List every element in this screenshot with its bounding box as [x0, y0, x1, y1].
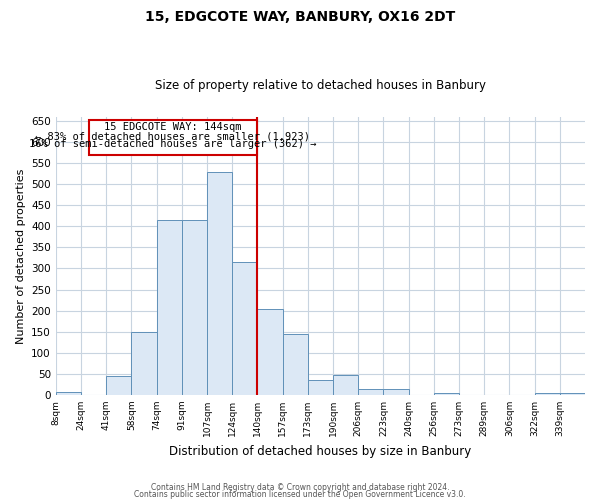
Bar [358, 388, 383, 395]
Bar [157, 220, 182, 395]
FancyBboxPatch shape [89, 120, 257, 154]
Text: 15, EDGCOTE WAY, BANBURY, OX16 2DT: 15, EDGCOTE WAY, BANBURY, OX16 2DT [145, 10, 455, 24]
Title: Size of property relative to detached houses in Banbury: Size of property relative to detached ho… [155, 79, 486, 92]
Bar [283, 334, 308, 395]
Bar [106, 376, 131, 395]
Text: Contains public sector information licensed under the Open Government Licence v3: Contains public sector information licen… [134, 490, 466, 499]
Bar [257, 308, 283, 395]
Text: 16% of semi-detached houses are larger (362) →: 16% of semi-detached houses are larger (… [29, 139, 317, 149]
Bar [207, 172, 232, 395]
X-axis label: Distribution of detached houses by size in Banbury: Distribution of detached houses by size … [169, 444, 472, 458]
Bar [232, 262, 257, 395]
Bar [560, 393, 585, 395]
Bar [383, 390, 409, 395]
Bar [333, 374, 358, 395]
Bar [182, 220, 207, 395]
Text: 15 EDGCOTE WAY: 144sqm: 15 EDGCOTE WAY: 144sqm [104, 122, 242, 132]
Bar [308, 380, 333, 395]
Text: Contains HM Land Registry data © Crown copyright and database right 2024.: Contains HM Land Registry data © Crown c… [151, 484, 449, 492]
Y-axis label: Number of detached properties: Number of detached properties [16, 168, 26, 344]
Bar [56, 392, 81, 395]
Bar [131, 332, 157, 395]
Text: ← 83% of detached houses are smaller (1,923): ← 83% of detached houses are smaller (1,… [35, 131, 310, 141]
Bar [434, 393, 459, 395]
Bar [535, 393, 560, 395]
